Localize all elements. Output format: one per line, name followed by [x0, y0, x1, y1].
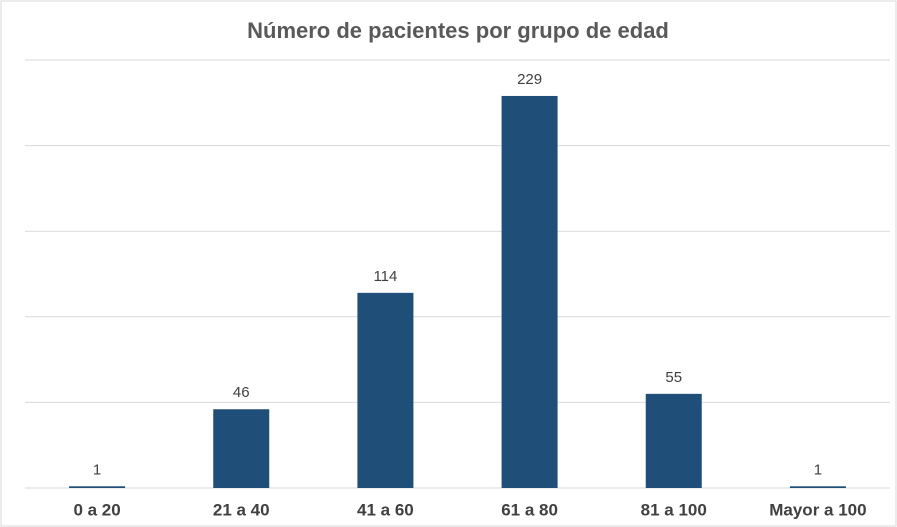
bar — [213, 409, 270, 488]
bar — [501, 95, 558, 489]
data-label: 46 — [233, 384, 250, 401]
data-label: 229 — [517, 71, 542, 88]
bar — [69, 486, 126, 488]
data-label: 55 — [665, 369, 682, 386]
x-tick-label: 0 a 20 — [73, 500, 120, 519]
data-label: 114 — [373, 268, 397, 285]
x-tick-label: Mayor a 100 — [769, 500, 866, 519]
data-label: 1 — [814, 461, 822, 478]
bar — [645, 393, 702, 488]
x-tick-label: 81 a 100 — [641, 500, 707, 519]
x-tick-label: 61 a 80 — [501, 500, 558, 519]
x-tick-label: 41 a 60 — [357, 500, 414, 519]
x-tick-label: 21 a 40 — [213, 500, 270, 519]
data-label: 1 — [93, 461, 101, 478]
chart-title: Número de pacientes por grupo de edad — [247, 18, 669, 43]
bar — [789, 486, 846, 488]
bar — [357, 292, 414, 488]
